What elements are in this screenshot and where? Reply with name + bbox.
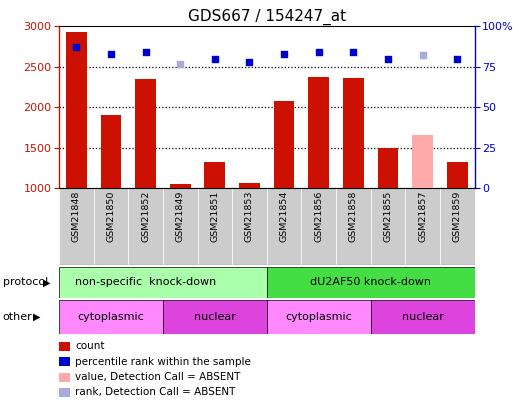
Point: [314, 49, 323, 55]
Bar: [267, 267, 475, 298]
Text: value, Detection Call = ABSENT: value, Detection Call = ABSENT: [75, 372, 241, 382]
Point: [419, 52, 427, 59]
Text: non-specific  knock-down: non-specific knock-down: [75, 277, 216, 288]
Text: count: count: [75, 341, 105, 351]
Bar: [405, 188, 440, 265]
Text: GSM21856: GSM21856: [314, 191, 323, 242]
Bar: [59, 300, 163, 334]
Bar: [301, 188, 336, 265]
Bar: [308, 77, 329, 188]
Bar: [135, 79, 156, 188]
Point: [142, 49, 150, 55]
Bar: [267, 300, 370, 334]
Bar: [343, 78, 364, 188]
Text: rank, Detection Call = ABSENT: rank, Detection Call = ABSENT: [75, 388, 236, 397]
Bar: [101, 115, 121, 188]
Text: cytoplasmic: cytoplasmic: [285, 312, 352, 322]
Bar: [232, 188, 267, 265]
Text: GSM21853: GSM21853: [245, 191, 254, 242]
Bar: [59, 267, 267, 298]
Bar: [128, 188, 163, 265]
Point: [107, 51, 115, 57]
Bar: [336, 188, 370, 265]
Bar: [163, 300, 267, 334]
Bar: [198, 188, 232, 265]
Text: protocol: protocol: [3, 277, 48, 288]
Bar: [267, 188, 301, 265]
Text: GSM21858: GSM21858: [349, 191, 358, 242]
Bar: [440, 188, 475, 265]
Text: nuclear: nuclear: [194, 312, 236, 322]
Bar: [274, 101, 294, 188]
Text: GSM21857: GSM21857: [418, 191, 427, 242]
Text: GSM21852: GSM21852: [141, 191, 150, 242]
Bar: [378, 148, 398, 188]
Point: [453, 55, 461, 62]
Text: GSM21850: GSM21850: [106, 191, 115, 242]
Point: [384, 55, 392, 62]
Text: GSM21848: GSM21848: [72, 191, 81, 242]
Point: [349, 49, 358, 55]
Bar: [93, 188, 128, 265]
Text: GSM21859: GSM21859: [452, 191, 462, 242]
Bar: [370, 188, 405, 265]
Text: ▶: ▶: [33, 312, 41, 322]
Bar: [163, 188, 198, 265]
Point: [211, 55, 219, 62]
Bar: [447, 162, 467, 188]
Point: [176, 60, 184, 67]
Text: GSM21849: GSM21849: [175, 191, 185, 242]
Bar: [59, 188, 93, 265]
Point: [72, 44, 81, 51]
Text: nuclear: nuclear: [402, 312, 444, 322]
Title: GDS667 / 154247_at: GDS667 / 154247_at: [188, 9, 346, 25]
Text: dU2AF50 knock-down: dU2AF50 knock-down: [310, 277, 431, 288]
Text: percentile rank within the sample: percentile rank within the sample: [75, 357, 251, 367]
Text: other: other: [3, 312, 32, 322]
Text: cytoplasmic: cytoplasmic: [77, 312, 144, 322]
Text: GSM21851: GSM21851: [210, 191, 220, 242]
Bar: [370, 300, 475, 334]
Bar: [170, 184, 191, 188]
Text: ▶: ▶: [43, 277, 50, 288]
Bar: [204, 162, 225, 188]
Bar: [239, 183, 260, 188]
Text: GSM21854: GSM21854: [280, 191, 289, 242]
Bar: [412, 135, 433, 188]
Text: GSM21855: GSM21855: [383, 191, 392, 242]
Point: [245, 59, 253, 65]
Bar: [66, 32, 87, 188]
Point: [280, 51, 288, 57]
